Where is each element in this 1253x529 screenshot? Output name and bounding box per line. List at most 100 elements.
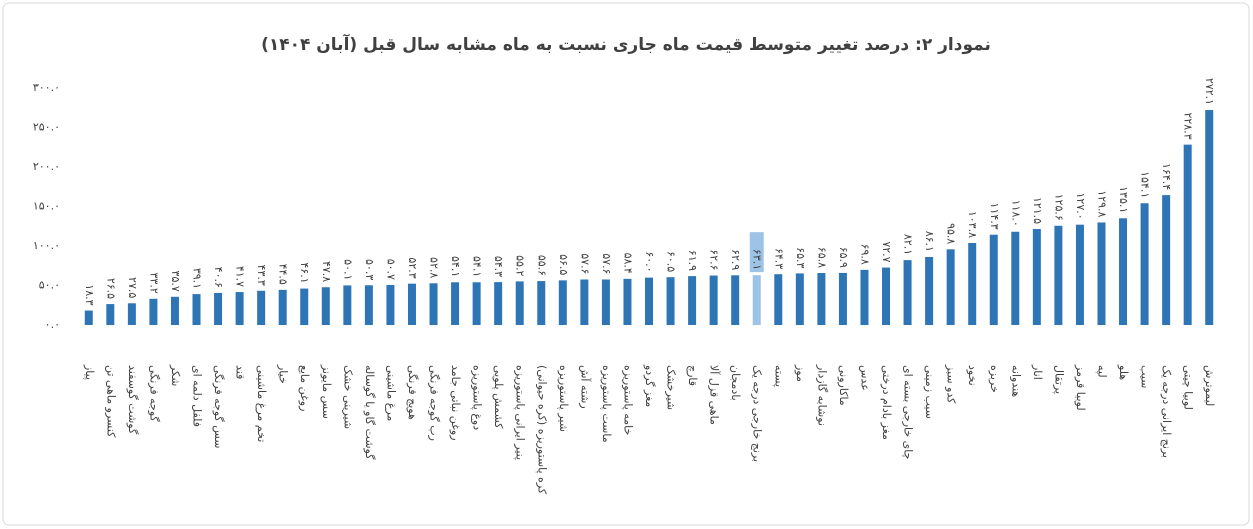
bar	[666, 277, 675, 325]
x-tick-label: ماکارونی	[837, 365, 850, 406]
bar	[1119, 218, 1128, 325]
x-tick-label: نخود	[966, 365, 979, 386]
value-label: ۶۱.۹	[686, 250, 699, 271]
bar	[214, 292, 223, 325]
x-tick-label: شیر پاستوریزه	[557, 365, 570, 432]
x-tick-label: کنسرو ماهی تن	[104, 365, 117, 438]
bar	[1097, 222, 1106, 325]
y-tick-label: ۳۰۰.۰	[33, 81, 60, 94]
bar	[860, 269, 869, 325]
x-tick-label: موز	[794, 364, 807, 382]
value-label: ۵۰.۳	[363, 259, 376, 280]
bar	[925, 256, 934, 325]
x-tick-label: سیب	[1139, 365, 1152, 388]
x-tick-label: مرغ ماشینی	[384, 365, 397, 421]
value-label: ۱۲۷.۰	[1074, 193, 1087, 220]
bar	[1011, 231, 1020, 325]
bar	[321, 287, 330, 325]
x-tick-label: چای خارجی بسته ای	[902, 365, 915, 459]
x-tick-label: قارچ	[686, 365, 699, 386]
bar	[343, 285, 352, 325]
bar	[278, 289, 287, 325]
value-label: ۴۰.۶	[212, 267, 225, 288]
x-tick-label: رب گوجه فرنگی	[428, 365, 441, 441]
bar	[688, 276, 697, 325]
bar	[709, 275, 718, 325]
value-label: ۱۱۴.۳	[988, 203, 1001, 230]
bar	[1032, 229, 1041, 325]
x-tick-label: فلفل دلمه ای	[191, 365, 204, 427]
bar	[623, 278, 632, 325]
value-label: ۸۶.۱	[923, 231, 936, 252]
x-tick-label: تخم مرغ ماشینی	[255, 365, 268, 442]
x-tick-label: کره پاستوریزه (کره حیوانی)	[535, 365, 548, 495]
bar	[1162, 195, 1171, 325]
value-label: ۳۳.۲	[147, 273, 160, 294]
x-tick-label: هویج فرنگی	[406, 365, 419, 420]
value-label: ۶۰.۵	[665, 251, 678, 272]
bar	[472, 282, 481, 325]
value-label: ۵۲.۸	[428, 257, 441, 278]
x-tick-label: ماهی قزل آلا	[708, 365, 722, 425]
value-label: ۵۰.۱	[341, 259, 354, 280]
value-label: ۱۶۴.۴	[1160, 163, 1173, 190]
x-tick-label: شیرینی خشک	[341, 365, 354, 429]
x-tick-label: سس مایونز	[320, 364, 333, 419]
x-tick-label: پرتقال	[1052, 365, 1065, 394]
value-label: ۸۲.۱	[902, 234, 915, 255]
bar	[364, 285, 373, 325]
value-label: ۴۶.۱	[298, 262, 311, 283]
value-label: ۳۵.۷	[169, 271, 182, 292]
x-tick-label: گوجه فرنگی	[147, 365, 160, 423]
x-tick-label: شکر	[169, 364, 182, 386]
value-label: ۳۹.۱	[191, 268, 204, 289]
bar	[451, 282, 460, 325]
value-label: ۶۰.۰	[643, 251, 656, 272]
x-tick-label: گوشت گوسفند	[126, 365, 139, 435]
x-tick-label: خامه پاستوریزه	[621, 365, 634, 435]
x-tick-label: لیموترش	[1203, 365, 1216, 406]
x-tick-label: ماست پاستوریزه	[600, 365, 613, 443]
x-tick-label: لپه	[1095, 365, 1108, 378]
bar	[946, 249, 955, 325]
value-label: ۴۴.۵	[277, 264, 290, 285]
x-tick-label: روغن نباتی جامد	[449, 365, 462, 441]
y-tick-label: ۵۰.۰	[39, 279, 60, 292]
bar	[149, 298, 158, 325]
x-tick-label: خربزه	[988, 365, 1001, 393]
x-tick-label: هلو	[1117, 364, 1130, 380]
y-tick-label: ۲۰۰.۰	[33, 160, 60, 173]
value-label: ۵۷.۶	[578, 253, 591, 274]
value-label: ۵۵.۲	[514, 255, 527, 276]
bar	[580, 279, 589, 325]
x-tick-label: هندوانه	[1009, 365, 1022, 397]
value-label: ۶۳.۱	[751, 249, 764, 270]
bar	[192, 294, 201, 325]
value-label: ۲۷۲.۱	[1203, 78, 1216, 105]
x-tick-label: پسته	[772, 365, 785, 387]
bar	[1183, 144, 1192, 325]
value-label: ۵۴.۱	[471, 256, 484, 277]
bar	[1205, 110, 1214, 325]
value-label: ۴۳.۳	[255, 265, 268, 286]
value-label: ۴۷.۸	[320, 261, 333, 282]
x-tick-label: برنج خارجی درجه یک	[751, 365, 764, 462]
y-tick-label: ۱۵۰.۰	[33, 200, 60, 213]
x-tick-label: سیب زمینی	[923, 365, 936, 419]
value-label: ۵۲.۳	[406, 257, 419, 278]
bar	[515, 281, 524, 325]
bar	[1054, 225, 1063, 325]
value-label: ۱۵۴.۱	[1139, 171, 1152, 198]
bar	[968, 242, 977, 325]
value-label: ۵۵.۶	[535, 255, 548, 276]
bar	[386, 284, 395, 325]
value-label: ۶۲.۹	[729, 249, 742, 270]
bar	[429, 283, 438, 325]
x-tick-label: شیرخشک	[665, 365, 678, 410]
x-tick-label: انار	[1031, 364, 1044, 380]
y-tick-label: ۰.۰	[45, 318, 60, 331]
x-tick-label: قند	[234, 365, 247, 379]
bar	[1075, 224, 1084, 325]
bar	[300, 288, 309, 325]
